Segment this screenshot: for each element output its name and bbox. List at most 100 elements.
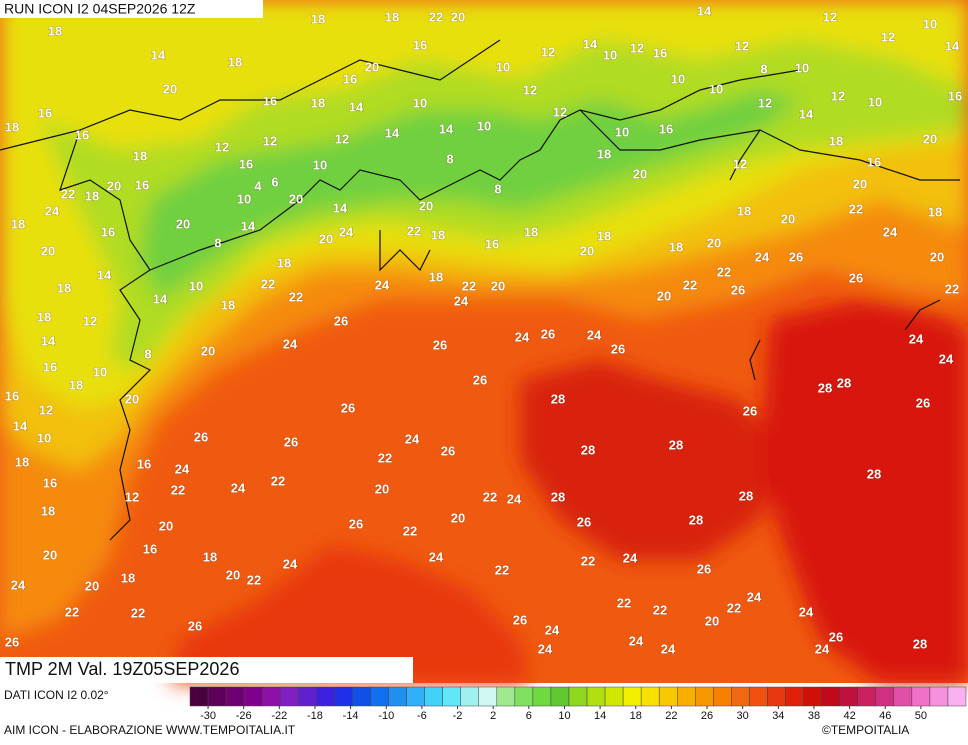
temperature-label: 28 — [551, 489, 565, 504]
legend-swatch — [767, 686, 786, 707]
legend-swatch — [839, 686, 858, 707]
temperature-label: 24 — [755, 249, 770, 264]
temperature-label: 22 — [849, 201, 863, 216]
temperature-label: 16 — [343, 71, 357, 86]
legend-tick-label: 2 — [490, 710, 496, 722]
legend-swatch — [352, 686, 371, 707]
temperature-label: 26 — [916, 395, 930, 410]
temperature-label: 20 — [580, 243, 594, 258]
temperature-label: 22 — [727, 600, 741, 615]
temperature-label: 12 — [523, 82, 537, 97]
temperature-label: 10 — [709, 81, 723, 96]
legend-tick-label: -14 — [343, 710, 359, 722]
legend-tick-label: 42 — [843, 710, 855, 722]
temperature-label: 12 — [335, 131, 349, 146]
temperature-label: 8 — [494, 181, 501, 196]
temperature-label: 24 — [799, 604, 814, 619]
temperature-label: 18 — [829, 133, 843, 148]
temperature-label: 28 — [913, 636, 927, 651]
temperature-label: 22 — [378, 450, 392, 465]
temperature-label: 14 — [349, 99, 364, 114]
credit-label: AIM ICON - ELABORAZIONE WWW.TEMPOITALIA.… — [4, 723, 296, 737]
temperature-label: 24 — [11, 577, 26, 592]
temperature-label: 8 — [144, 346, 151, 361]
temperature-label: 18 — [203, 549, 217, 564]
temperature-label: 10 — [795, 60, 809, 75]
temperature-label: 22 — [247, 572, 261, 587]
temperature-label: 10 — [93, 364, 107, 379]
temperature-label: 22 — [403, 523, 417, 538]
temperature-label: 24 — [405, 431, 420, 446]
temperature-label: 26 — [473, 372, 487, 387]
temperature-label: 20 — [159, 518, 173, 533]
legend-swatch — [875, 686, 895, 707]
temperature-label: 16 — [948, 88, 962, 103]
temperature-label: 18 — [57, 280, 71, 295]
temperature-label: 26 — [284, 434, 298, 449]
temperature-label: 20 — [633, 166, 647, 181]
temperature-label: 20 — [707, 235, 721, 250]
temperature-label: 8 — [214, 235, 221, 250]
temperature-label: 18 — [85, 188, 99, 203]
legend-swatch — [857, 686, 877, 707]
temperature-label: 16 — [43, 475, 57, 490]
temperature-label: 22 — [717, 264, 731, 279]
temperature-label: 18 — [221, 297, 235, 312]
legend-tick-label: -10 — [378, 710, 394, 722]
temperature-label: 12 — [758, 95, 772, 110]
temperature-label: 18 — [597, 228, 611, 243]
temperature-label: 20 — [226, 567, 240, 582]
temperature-label: 14 — [13, 418, 28, 433]
temperature-label: 12 — [125, 489, 139, 504]
temperature-label: 12 — [823, 9, 837, 24]
temperature-label: 22 — [271, 473, 285, 488]
legend-tick-label: -26 — [236, 710, 252, 722]
header-box — [0, 0, 263, 18]
temperature-label: 20 — [451, 510, 465, 525]
temperature-label: 20 — [289, 191, 303, 206]
temperature-label: 20 — [781, 211, 795, 226]
temperature-label: 18 — [737, 203, 751, 218]
source-label: DATI ICON I2 0.02° — [4, 688, 109, 702]
temperature-label: 20 — [163, 81, 177, 96]
temperature-label: 18 — [5, 119, 19, 134]
brand-label: ©TEMPOITALIA — [822, 723, 909, 737]
legend-swatch — [640, 686, 660, 707]
run-label: RUN ICON I2 04SEP2026 12Z — [4, 1, 196, 17]
temperature-label: 18 — [41, 503, 55, 518]
legend-swatch — [189, 686, 209, 707]
temperature-label: 20 — [201, 343, 215, 358]
temperature-label: 20 — [419, 198, 433, 213]
temperature-label: 22 — [617, 595, 631, 610]
temperature-label: 28 — [739, 488, 753, 503]
temperature-label: 22 — [683, 277, 697, 292]
borders — [0, 39, 960, 541]
temperature-label: 22 — [65, 604, 79, 619]
temperature-label: 8 — [446, 151, 453, 166]
temperature-label: 10 — [237, 191, 251, 206]
temperature-label: 16 — [239, 156, 253, 171]
temperature-label: 24 — [623, 550, 638, 565]
legend-swatch — [261, 686, 281, 707]
temperature-label: 18 — [15, 454, 29, 469]
temperature-label: 16 — [135, 177, 149, 192]
temperature-label: 6 — [271, 174, 278, 189]
valid-title: TMP 2M Val. 19Z05SEP2026 — [5, 659, 239, 679]
temperature-label: 20 — [125, 391, 139, 406]
legend-swatch — [442, 686, 461, 707]
temperature-label: 24 — [587, 327, 602, 342]
temperature-label: 18 — [669, 239, 683, 254]
temperature-label: 18 — [597, 146, 611, 161]
temperature-label: 16 — [38, 105, 52, 120]
temperature-label: 26 — [349, 516, 363, 531]
temperature-label: 8 — [760, 61, 767, 76]
legend-swatch — [225, 686, 245, 707]
temperature-label: 22 — [483, 489, 497, 504]
temperature-label: 10 — [923, 16, 937, 31]
temperature-label: 16 — [653, 45, 667, 60]
temperature-label: 24 — [454, 293, 469, 308]
temperature-label: 18 — [311, 11, 325, 26]
legend-tick-label: -18 — [307, 710, 323, 722]
